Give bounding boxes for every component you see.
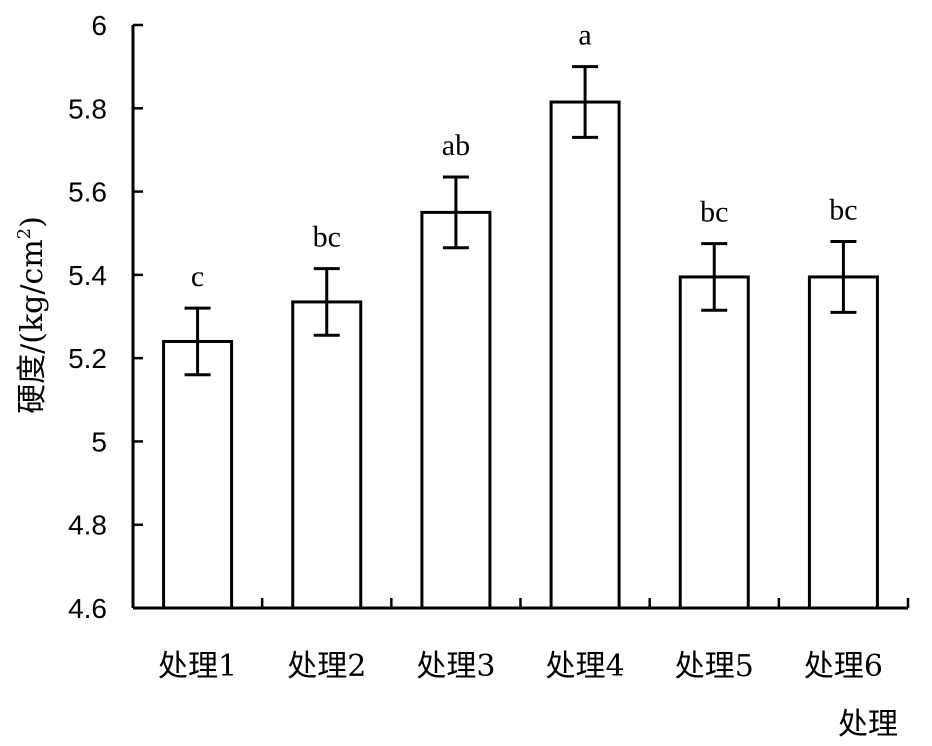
y-axis-title-main: 硬度/(kg/cm <box>15 239 50 414</box>
category-label: 处理6 <box>804 649 883 684</box>
bar <box>678 275 750 610</box>
significance-label: bc <box>313 221 341 254</box>
x-axis-title: 处理 <box>838 707 898 742</box>
bar <box>162 339 234 610</box>
y-tick-label: 5.8 <box>68 93 107 124</box>
y-axis-title-close: ) <box>15 216 50 228</box>
y-tick-label: 6 <box>91 10 107 41</box>
significance-label: bc <box>700 196 728 229</box>
y-tick-label: 5.6 <box>68 177 107 208</box>
significance-label: a <box>578 19 591 52</box>
labels: 4.6 4.8 5 5.2 5.4 5.6 5.8 6 c 处理1 bc 处理2 ab 处理3 a 处理4 bc… <box>68 10 883 684</box>
y-tick-label: 5.2 <box>68 343 107 374</box>
axes <box>131 23 910 610</box>
y-tick-label: 5.4 <box>68 260 107 291</box>
category-label: 处理5 <box>675 649 754 684</box>
significance-label: c <box>191 260 204 293</box>
y-axis-title-superscript: 2 <box>14 228 35 239</box>
category-label: 处理4 <box>546 649 625 684</box>
bar <box>549 100 621 610</box>
y-tick-label: 4.6 <box>68 593 107 624</box>
bar <box>291 300 363 610</box>
y-tick-label: 5 <box>91 426 107 457</box>
y-axis-title: 硬度/(kg/cm2) <box>14 216 50 414</box>
category-label: 处理2 <box>287 649 366 684</box>
significance-label: bc <box>829 194 857 227</box>
bar <box>420 210 492 610</box>
y-tick-label: 4.8 <box>68 510 107 541</box>
bar <box>807 275 879 610</box>
category-label: 处理3 <box>416 649 495 684</box>
bars <box>162 65 879 610</box>
category-label: 处理1 <box>158 649 237 684</box>
significance-label: ab <box>442 129 470 162</box>
